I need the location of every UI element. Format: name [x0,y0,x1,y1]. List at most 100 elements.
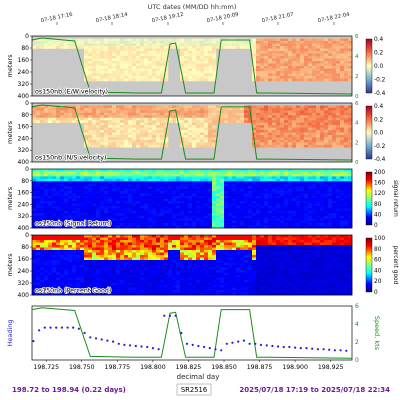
heatmap-cell [32,186,37,189]
heatmap-cell [276,115,281,119]
heatmap-cell [184,132,189,136]
heatmap-cell [252,58,257,62]
heatmap-cell [120,218,125,221]
heatmap-cell [136,139,141,143]
heatmap-cell [264,196,269,199]
heatmap-cell [44,267,49,271]
heatmap-cell [40,115,45,119]
heatmap-cell [328,76,333,79]
heatmap-cell [96,38,101,42]
heatmap-cell [40,240,45,243]
heatmap-cell [292,142,297,146]
heatmap-cell [180,218,185,221]
heatmap-cell [288,173,293,177]
heatmap-cell [292,134,297,138]
heatmap-cell [328,137,333,141]
heatmap-cell [132,290,137,293]
heatmap-cell [192,191,197,194]
heatmap-cell [312,71,317,74]
heatmap-cell [152,287,157,291]
heatmap-cell [316,181,321,185]
heatmap-cell [152,240,157,243]
heatmap-cell [152,260,157,263]
heatmap-cell [172,169,177,172]
heatmap-cell [292,223,297,226]
heatmap-cell [180,176,185,180]
heatmap-cell [68,107,73,111]
heatmap-cell [236,205,241,209]
heatmap-cell [124,43,129,47]
heatmap-cell [84,68,89,72]
heatmap-cell [132,122,137,126]
colorbar-tick-label: 0.2 [374,117,384,123]
heatmap-cell [300,205,305,209]
heatmap-cell [160,53,165,57]
heatmap-cell [52,203,57,207]
heatmap-cell [72,188,77,192]
heatmap-cell [164,41,169,44]
heatmap-cell [64,262,69,266]
heatmap-cell [272,122,277,126]
heatmap-cell [292,208,297,212]
heatmap-cell [92,132,97,136]
heatmap-cell [160,51,165,54]
heatmap-cell [128,76,133,79]
heatmap-cell [212,188,217,192]
heatmap-cell [96,51,101,54]
heatmap-cell [256,46,261,49]
heatmap-cell [40,285,45,288]
heatmap-cell [304,223,309,226]
heatmap-cell [236,188,241,192]
heatmap-cell [104,127,109,131]
heatmap-cell [124,173,129,177]
heatmap-cell [256,223,261,226]
heatmap-cell [100,215,105,219]
heatmap-cell [296,48,301,52]
heatmap-cell [104,205,109,209]
heatmap-cell [328,144,333,148]
heatmap-cell [128,73,133,77]
heatmap-cell [260,223,265,226]
heatmap-cell [184,196,189,199]
heatmap-cell [184,61,189,64]
heatmap-cell [92,107,97,111]
heatmap-cell [160,210,165,214]
heatmap-cell [104,173,109,177]
heatmap-cell [136,132,141,136]
heatmap-cell [144,277,149,281]
heatmap-cell [304,122,309,126]
heatmap-cell [216,183,221,187]
heatmap-cell [64,203,69,207]
heatmap-cell [48,191,53,194]
heatmap-cell [244,46,249,49]
heatmap-cell [312,120,317,123]
heatmap-cell [44,260,49,263]
heatmap-cell [120,125,125,128]
heatmap-cell [80,220,85,224]
heatmap-cell [48,247,53,251]
heatmap-cell [224,205,229,209]
heatmap-cell [108,112,113,116]
heatmap-cell [272,58,277,62]
heatmap-cell [80,176,85,180]
heatmap-cell [104,260,109,263]
heatmap-cell [120,203,125,207]
heatmap-cell [92,48,97,52]
heatmap-cell [92,250,97,253]
heatmap-cell [276,43,281,47]
heatmap-cell [132,139,137,143]
heatmap-cell [332,169,337,172]
heatmap-cell [248,218,253,221]
heatmap-cell [100,242,105,246]
heatmap-cell [144,76,149,79]
heatmap-cell [240,225,245,229]
heatmap-cell [212,132,217,136]
heatmap-cell [292,71,297,74]
heatmap-cell [208,43,213,47]
heatmap-cell [32,198,37,202]
heatmap-cell [272,142,277,146]
heatmap-cell [152,110,157,114]
heatmap-cell [112,198,117,202]
heatmap-cell [116,203,121,207]
